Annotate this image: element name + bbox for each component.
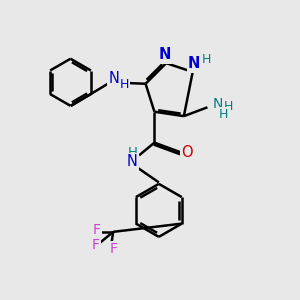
Text: N: N — [158, 47, 171, 62]
Text: N: N — [188, 56, 200, 71]
Text: H: H — [224, 100, 234, 112]
Text: H: H — [120, 78, 129, 91]
Text: H: H — [218, 108, 228, 121]
Text: F: F — [109, 242, 117, 256]
Text: N: N — [127, 154, 138, 169]
Text: F: F — [92, 238, 100, 252]
Text: O: O — [182, 145, 193, 160]
Text: N: N — [108, 71, 119, 86]
Text: N: N — [213, 98, 224, 111]
Text: H: H — [202, 53, 212, 66]
Text: F: F — [93, 224, 101, 237]
Text: H: H — [128, 146, 137, 159]
